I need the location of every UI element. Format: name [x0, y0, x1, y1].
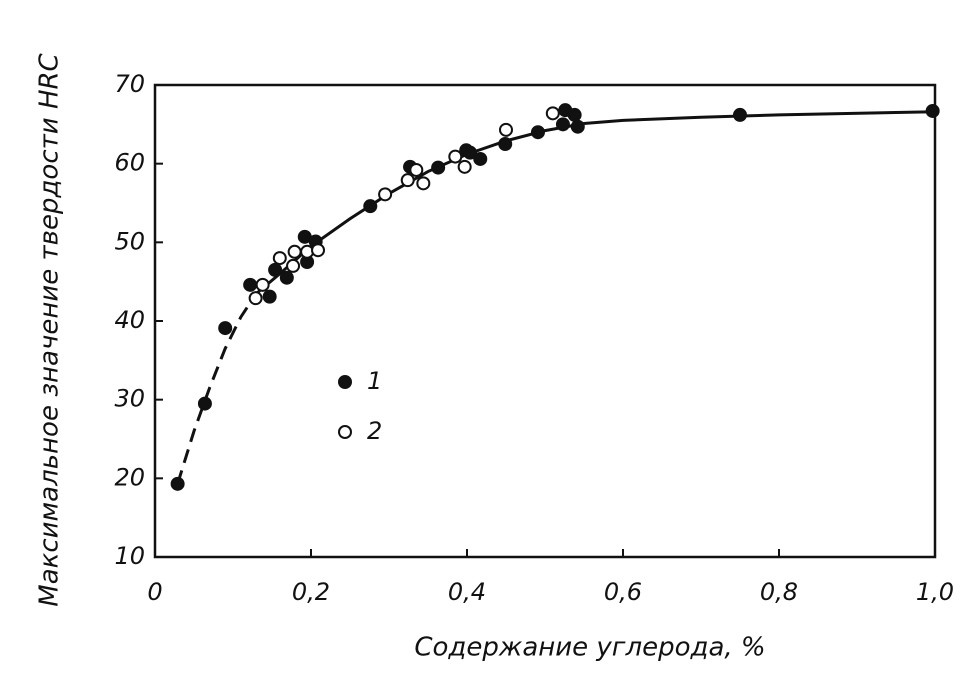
point [431, 160, 446, 175]
point [545, 106, 560, 121]
x-tick-label: 0,4 [448, 578, 486, 606]
point [457, 159, 472, 174]
x-tick-label: 1,0 [916, 578, 954, 606]
legend-marker [338, 375, 352, 389]
point [170, 476, 185, 491]
point [363, 199, 378, 214]
x-axis-label: Содержание углерода, % [414, 633, 765, 663]
point [287, 244, 302, 259]
point [925, 103, 940, 118]
point [570, 119, 585, 134]
point [311, 243, 326, 258]
plot-frame [153, 83, 937, 559]
point [473, 151, 488, 166]
point [463, 145, 478, 160]
x-tick-label: 0,6 [604, 578, 642, 606]
point [567, 107, 582, 122]
point [498, 137, 513, 151]
fit-curve [176, 292, 258, 485]
point [448, 149, 463, 164]
x-tick-label: 0 [147, 578, 162, 606]
point [400, 173, 415, 188]
point [499, 122, 513, 137]
point [248, 291, 263, 306]
legend-label: 2 [367, 417, 382, 445]
fit-curve [255, 110, 936, 295]
point [255, 277, 270, 292]
point [243, 277, 258, 292]
legend-label: 1 [367, 367, 382, 395]
point [416, 176, 431, 191]
point [733, 107, 747, 122]
point [378, 187, 393, 202]
y-tick-label: 20 [114, 463, 145, 491]
point [409, 162, 424, 177]
y-tick-label: 30 [114, 385, 145, 413]
y-tick-label: 40 [114, 306, 145, 334]
y-tick-label: 50 [114, 227, 145, 255]
point [268, 262, 283, 277]
point [530, 125, 545, 140]
point [197, 396, 212, 411]
point [218, 321, 233, 336]
point [555, 117, 570, 132]
y-tick-label: 10 [114, 542, 145, 570]
y-axis-label: Максимальное значение твердости HRC [35, 52, 65, 606]
point [279, 270, 294, 285]
point [286, 258, 301, 273]
point [262, 289, 277, 304]
x-tick-label: 0,2 [292, 578, 330, 606]
legend-marker [338, 425, 352, 439]
y-tick-label: 70 [114, 70, 145, 98]
point [272, 251, 287, 266]
y-tick-label: 60 [114, 149, 145, 177]
x-tick-label: 0,8 [760, 578, 798, 606]
